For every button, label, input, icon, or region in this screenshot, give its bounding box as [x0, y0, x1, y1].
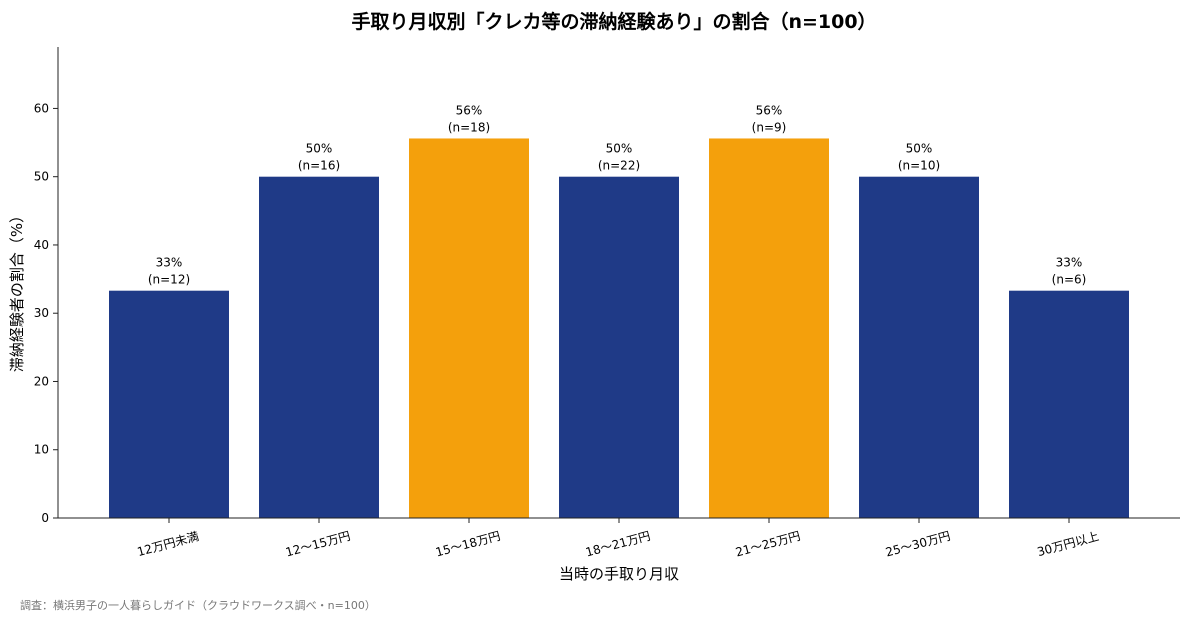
bar-value-label: 56%: [456, 103, 483, 117]
bar: [409, 138, 529, 519]
y-tick-label: 20: [34, 374, 49, 388]
y-tick-label: 40: [34, 238, 49, 252]
y-tick-label: 10: [34, 443, 49, 457]
bar: [559, 176, 679, 518]
x-tick-label: 30万円以上: [1036, 529, 1101, 559]
bar: [109, 290, 229, 518]
bar-value-label: 50%: [306, 142, 333, 156]
bar: [859, 176, 979, 518]
y-tick-label: 0: [41, 511, 49, 525]
bar-value-label: 50%: [906, 142, 933, 156]
x-tick-label: 18〜21万円: [584, 529, 652, 560]
x-tick-label: 12〜15万円: [284, 529, 352, 560]
bar-n-label: (n=6): [1052, 273, 1087, 287]
bar-n-label: (n=10): [898, 159, 940, 173]
bar-value-label: 50%: [606, 142, 633, 156]
x-tick-label: 15〜18万円: [434, 529, 502, 560]
y-tick-label: 50: [34, 170, 49, 184]
bar-n-label: (n=18): [448, 120, 490, 134]
y-axis-label: 滞納経験者の割合（%）: [8, 208, 26, 372]
bar-n-label: (n=22): [598, 159, 640, 173]
source-note: 調査：横浜男子の一人暮らしガイド（クラウドワークス調べ・n=100）: [20, 598, 376, 612]
bar-value-label: 33%: [156, 256, 183, 270]
chart-title: 手取り月収別「クレカ等の滞納経験あり」の割合（n=100）: [351, 10, 876, 33]
bar: [709, 138, 829, 519]
bar: [1009, 290, 1129, 518]
x-axis-label: 当時の手取り月収: [559, 565, 679, 583]
bar-value-label: 56%: [756, 103, 783, 117]
x-tick-label: 21〜25万円: [734, 529, 802, 560]
bar-labels-layer: 33% (n=12) 50% (n=16) 56% (n=18) 50% (n=22) 56% (…: [148, 103, 1086, 286]
y-tick-label: 60: [34, 101, 49, 115]
x-tick-label: 25〜30万円: [884, 529, 952, 560]
bar: [259, 176, 379, 518]
bar-n-label: (n=9): [752, 120, 787, 134]
y-tick-label: 30: [34, 306, 49, 320]
bar-n-label: (n=16): [298, 159, 340, 173]
bars-layer: [109, 138, 1129, 519]
bar-value-label: 33%: [1056, 256, 1083, 270]
bar-n-label: (n=12): [148, 273, 190, 287]
x-tick-label: 12万円未満: [136, 529, 201, 559]
